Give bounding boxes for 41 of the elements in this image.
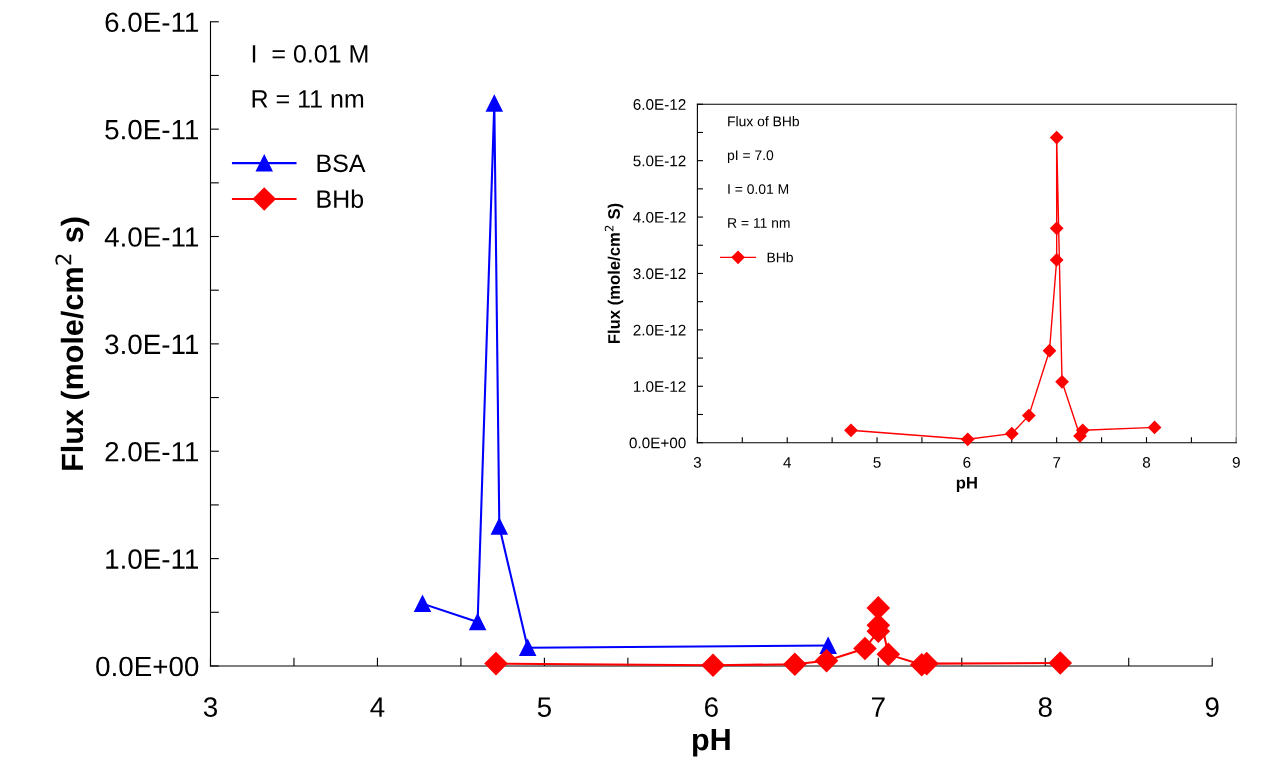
y-axis-title: Flux (mole/cm$^{2}$ S) bbox=[604, 203, 624, 344]
annotation: I = 0.01 M bbox=[728, 184, 789, 194]
y-tick-label: 1.0E-12 bbox=[633, 381, 686, 392]
y-tick-label: 3.0E-11 bbox=[105, 334, 199, 355]
y-tick-label: 4.0E-11 bbox=[104, 227, 199, 247]
annotation: R = 11 nm bbox=[728, 218, 790, 228]
x-tick-label: 6 bbox=[705, 697, 718, 717]
annotation: I = 0.01 M bbox=[252, 44, 368, 63]
y-tick-label: 1.0E-11 bbox=[106, 549, 199, 569]
y-tick-label: 3.0E-12 bbox=[633, 268, 686, 280]
y-tick-label: 0.0E+00 bbox=[629, 437, 686, 449]
x-axis-title: pH bbox=[956, 476, 977, 492]
x-tick-label: 8 bbox=[1038, 697, 1052, 717]
x-tick-label: 4 bbox=[783, 457, 792, 468]
y-axis-title: Flux (mole/cm$^{2}$ s) bbox=[55, 217, 90, 470]
y-tick-label: 5.0E-11 bbox=[105, 119, 199, 140]
x-tick-label: 5 bbox=[537, 697, 551, 717]
x-tick-label: 7 bbox=[872, 697, 885, 717]
x-tick-label: 9 bbox=[1232, 456, 1240, 468]
x-tick-label: 9 bbox=[1205, 697, 1219, 717]
y-tick-label: 4.0E-12 bbox=[633, 211, 686, 223]
y-tick-label: 5.0E-12 bbox=[633, 155, 686, 167]
x-axis-title: pH bbox=[693, 729, 730, 757]
x-tick-label: 7 bbox=[1053, 457, 1061, 468]
x-tick-label: 6 bbox=[963, 456, 971, 468]
x-tick-label: 5 bbox=[873, 457, 881, 468]
y-tick-label: 2.0E-12 bbox=[633, 324, 686, 336]
x-tick-label: 8 bbox=[1142, 456, 1151, 468]
annotation: R = 11 nm bbox=[252, 90, 364, 108]
annotation: Flux of BHb bbox=[728, 116, 800, 127]
y-tick-label: 0.0E+00 bbox=[96, 656, 199, 677]
y-tick-label: 6.0E-11 bbox=[105, 12, 199, 33]
x-tick-label: 4 bbox=[370, 697, 385, 717]
legend-label: BHb bbox=[767, 252, 793, 263]
y-tick-label: 2.0E-11 bbox=[105, 441, 199, 462]
x-tick-label: 3 bbox=[693, 456, 701, 468]
annotation: pI = 7.0 bbox=[727, 150, 774, 163]
y-tick-label: 6.0E-12 bbox=[633, 99, 686, 110]
x-tick-label: 3 bbox=[203, 697, 217, 717]
legend-label: BSA bbox=[317, 154, 366, 173]
legend-label: BHb bbox=[317, 189, 364, 208]
